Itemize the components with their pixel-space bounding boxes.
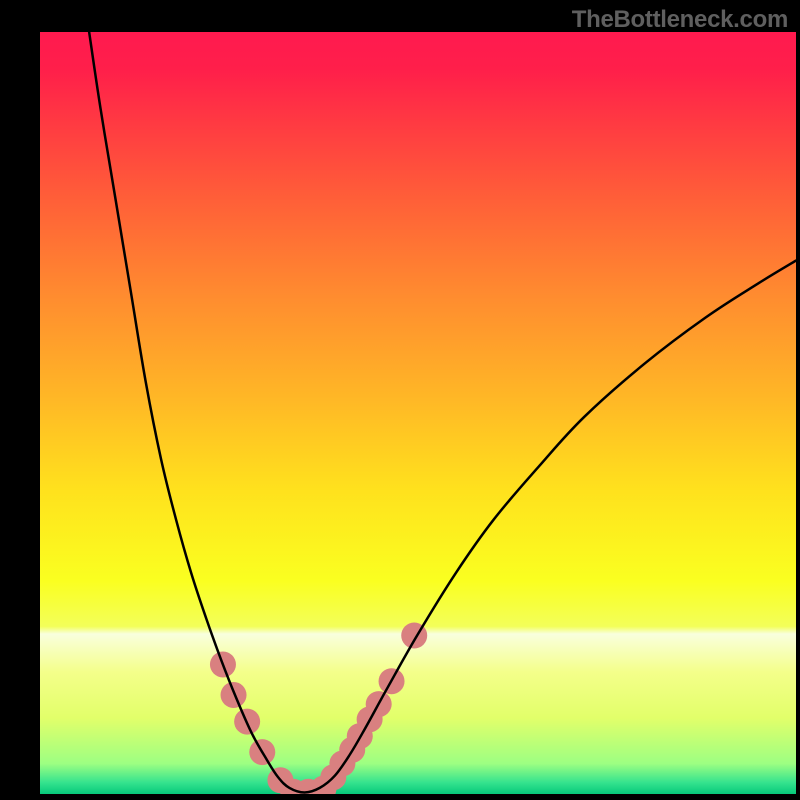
marker-dot — [221, 682, 247, 708]
plot-background — [40, 32, 796, 794]
chart-root: TheBottleneck.com — [0, 0, 800, 800]
chart-svg — [0, 0, 800, 800]
watermark-text: TheBottleneck.com — [572, 6, 788, 34]
